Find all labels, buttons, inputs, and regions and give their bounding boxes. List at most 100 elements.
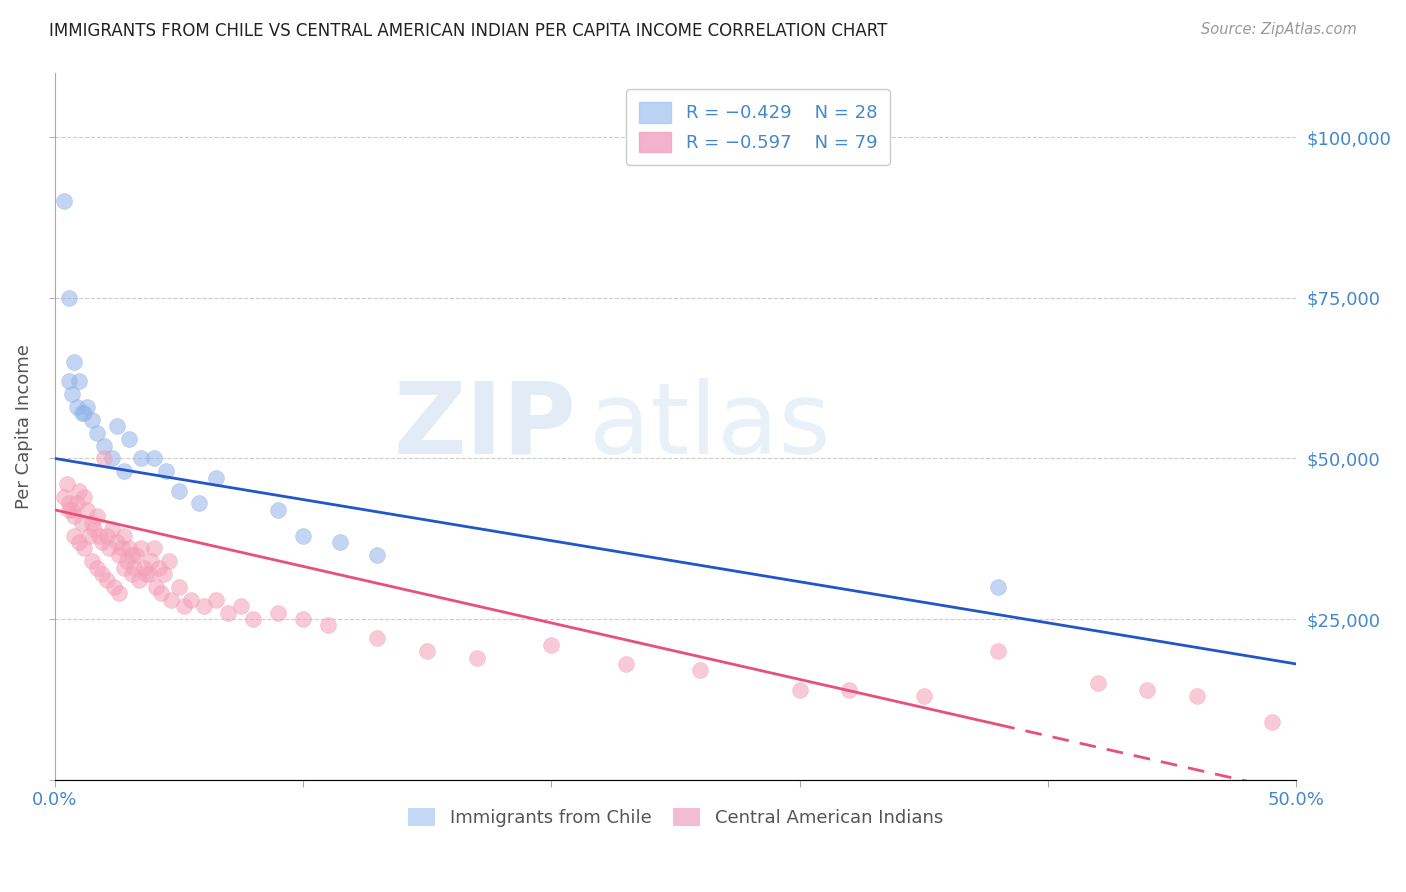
Point bbox=[160, 592, 183, 607]
Point bbox=[86, 425, 108, 440]
Point bbox=[112, 528, 135, 542]
Point bbox=[115, 554, 138, 568]
Y-axis label: Per Capita Income: Per Capita Income bbox=[15, 343, 32, 508]
Point bbox=[193, 599, 215, 614]
Point bbox=[89, 528, 111, 542]
Point bbox=[110, 541, 132, 556]
Point bbox=[112, 464, 135, 478]
Point bbox=[58, 374, 80, 388]
Point bbox=[128, 574, 150, 588]
Text: ZIP: ZIP bbox=[394, 378, 576, 475]
Point bbox=[67, 483, 90, 498]
Point bbox=[138, 567, 160, 582]
Point bbox=[53, 194, 76, 209]
Text: IMMIGRANTS FROM CHILE VS CENTRAL AMERICAN INDIAN PER CAPITA INCOME CORRELATION C: IMMIGRANTS FROM CHILE VS CENTRAL AMERICA… bbox=[49, 22, 887, 40]
Point bbox=[789, 682, 811, 697]
Point bbox=[121, 567, 143, 582]
Point bbox=[329, 535, 352, 549]
Point bbox=[1185, 689, 1208, 703]
Point bbox=[157, 554, 180, 568]
Point bbox=[58, 496, 80, 510]
Point bbox=[93, 439, 115, 453]
Point bbox=[267, 606, 290, 620]
Point bbox=[229, 599, 252, 614]
Point bbox=[217, 606, 239, 620]
Point bbox=[98, 541, 121, 556]
Point bbox=[112, 560, 135, 574]
Point bbox=[56, 477, 79, 491]
Point bbox=[122, 560, 145, 574]
Point bbox=[76, 400, 98, 414]
Point bbox=[1260, 714, 1282, 729]
Point bbox=[173, 599, 195, 614]
Point bbox=[73, 407, 96, 421]
Point bbox=[242, 612, 264, 626]
Point bbox=[540, 638, 562, 652]
Point bbox=[80, 554, 103, 568]
Point bbox=[58, 503, 80, 517]
Point bbox=[987, 644, 1010, 658]
Point bbox=[465, 650, 488, 665]
Point bbox=[366, 632, 388, 646]
Point bbox=[187, 496, 209, 510]
Text: Source: ZipAtlas.com: Source: ZipAtlas.com bbox=[1201, 22, 1357, 37]
Point bbox=[416, 644, 439, 658]
Point bbox=[100, 451, 122, 466]
Point bbox=[96, 574, 118, 588]
Point bbox=[73, 541, 96, 556]
Point bbox=[125, 548, 148, 562]
Point bbox=[142, 451, 165, 466]
Point bbox=[155, 464, 177, 478]
Point bbox=[66, 496, 89, 510]
Point bbox=[167, 483, 190, 498]
Point bbox=[180, 592, 202, 607]
Point bbox=[1087, 676, 1109, 690]
Point bbox=[100, 522, 122, 536]
Point bbox=[67, 535, 90, 549]
Point bbox=[121, 548, 143, 562]
Point bbox=[142, 541, 165, 556]
Point bbox=[70, 516, 93, 530]
Point bbox=[86, 560, 108, 574]
Point bbox=[205, 471, 228, 485]
Point bbox=[58, 291, 80, 305]
Point bbox=[148, 560, 170, 574]
Point bbox=[105, 535, 128, 549]
Point bbox=[63, 509, 86, 524]
Point bbox=[131, 541, 153, 556]
Point bbox=[66, 400, 89, 414]
Point bbox=[60, 387, 83, 401]
Point bbox=[316, 618, 339, 632]
Point bbox=[1136, 682, 1159, 697]
Point bbox=[86, 509, 108, 524]
Point bbox=[132, 560, 155, 574]
Point bbox=[912, 689, 935, 703]
Point bbox=[108, 586, 131, 600]
Point bbox=[60, 503, 83, 517]
Point bbox=[105, 419, 128, 434]
Point bbox=[79, 528, 101, 542]
Point bbox=[689, 664, 711, 678]
Point bbox=[135, 567, 157, 582]
Point bbox=[614, 657, 637, 671]
Point bbox=[987, 580, 1010, 594]
Point bbox=[90, 535, 112, 549]
Point bbox=[150, 586, 173, 600]
Point bbox=[145, 580, 167, 594]
Point bbox=[267, 503, 290, 517]
Point bbox=[70, 407, 93, 421]
Text: atlas: atlas bbox=[589, 378, 830, 475]
Point bbox=[838, 682, 860, 697]
Point bbox=[76, 503, 98, 517]
Legend: Immigrants from Chile, Central American Indians: Immigrants from Chile, Central American … bbox=[401, 800, 950, 834]
Point bbox=[63, 528, 86, 542]
Point bbox=[167, 580, 190, 594]
Point bbox=[153, 567, 176, 582]
Point bbox=[53, 490, 76, 504]
Point bbox=[366, 548, 388, 562]
Point bbox=[63, 355, 86, 369]
Point bbox=[118, 541, 141, 556]
Point bbox=[83, 522, 105, 536]
Point bbox=[73, 490, 96, 504]
Point bbox=[67, 374, 90, 388]
